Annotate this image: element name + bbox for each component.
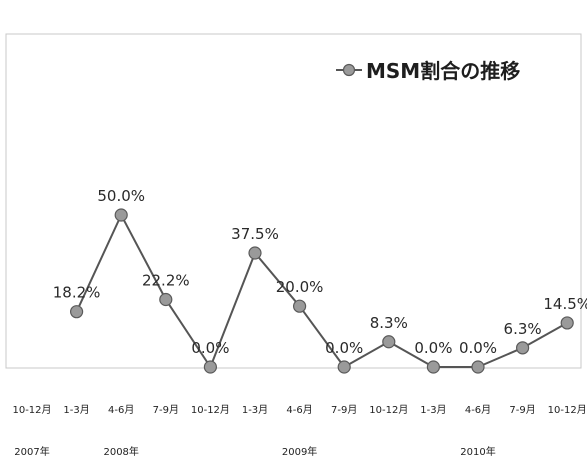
- x-tick-label: 7-9月: [509, 404, 535, 416]
- x-tick-label: 10-12月: [191, 404, 230, 416]
- data-label: 6.3%: [504, 320, 542, 338]
- x-tick-label: 4-6月: [465, 404, 491, 416]
- plot-area-frame: [5, 33, 582, 369]
- data-point: [159, 292, 173, 307]
- data-point: [114, 208, 128, 222]
- data-label: 50.0%: [97, 187, 145, 205]
- x-tick-label: 7-9月: [153, 404, 179, 416]
- data-label: 18.2%: [53, 284, 101, 302]
- data-point: [203, 360, 217, 374]
- series-line-segment: [298, 305, 346, 368]
- x-tick-label: 1-3月: [420, 404, 446, 416]
- data-point: [69, 305, 84, 319]
- x-year-label: 2009年: [282, 445, 317, 458]
- series-line-segment: [477, 346, 523, 368]
- data-point: [515, 341, 530, 355]
- x-year-label: 2010年: [460, 445, 495, 458]
- x-tick-label: 4-6月: [286, 404, 312, 416]
- series-line-segment: [388, 340, 434, 368]
- data-label: 0.0%: [414, 339, 452, 357]
- series-line-segment: [343, 340, 390, 368]
- data-label: 22.2%: [142, 272, 190, 290]
- data-point: [337, 360, 351, 374]
- x-year-label: 2008年: [103, 445, 138, 458]
- data-point: [471, 360, 485, 374]
- series-line-segment: [120, 214, 167, 300]
- x-tick-label: 10-12月: [548, 404, 587, 416]
- legend-series-name: MSM割合の推移: [366, 59, 520, 83]
- data-label: 37.5%: [231, 225, 279, 243]
- data-point: [293, 299, 307, 313]
- data-label: 0.0%: [191, 339, 229, 357]
- x-tick-label: 1-3月: [242, 404, 268, 416]
- series-line-segment: [522, 322, 568, 349]
- series-line-segment: [75, 214, 123, 313]
- data-point: [426, 360, 440, 374]
- x-tick-label: 10-12月: [12, 404, 51, 416]
- x-tick-label: 4-6月: [108, 404, 134, 416]
- series-line-segment: [164, 298, 212, 368]
- data-label: 14.5%: [543, 295, 587, 313]
- series-line-segment: [209, 252, 256, 368]
- x-year-label: 2007年: [14, 445, 49, 458]
- data-label: 20.0%: [276, 278, 324, 296]
- series-line-segment: [254, 252, 301, 307]
- x-tick-label: 10-12月: [369, 404, 408, 416]
- data-point: [382, 335, 396, 349]
- data-label: 0.0%: [325, 339, 363, 357]
- data-label: 0.0%: [459, 339, 497, 357]
- data-point: [248, 246, 262, 260]
- data-point: [560, 316, 574, 330]
- data-label: 8.3%: [370, 314, 408, 332]
- x-tick-label: 1-3月: [63, 404, 89, 416]
- legend-marker-swatch: [342, 63, 356, 77]
- x-tick-label: 7-9月: [331, 404, 357, 416]
